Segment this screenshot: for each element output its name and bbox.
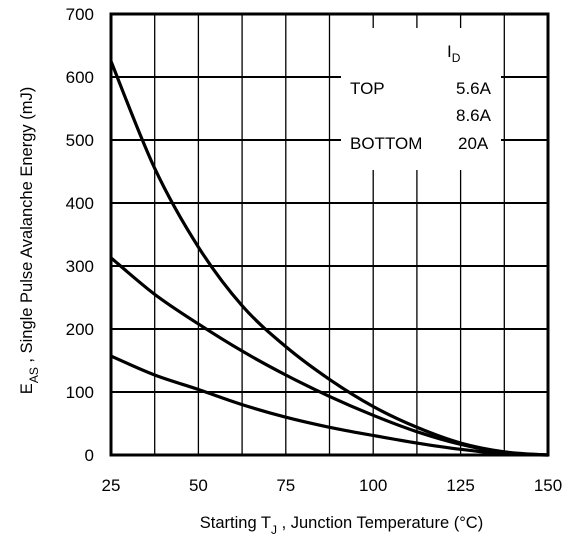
legend-position-top: TOP xyxy=(350,79,385,98)
legend-title: ID xyxy=(447,42,461,65)
y-tick-label: 500 xyxy=(66,131,94,150)
tick-labels: 0 100 200 300 400 500 600 700 25 50 75 100 125 150 xyxy=(66,5,563,495)
legend: ID TOP 5.6A 8.6A BOTTOM 20A xyxy=(350,42,492,153)
y-tick-label: 200 xyxy=(66,320,94,339)
x-tick-label: 100 xyxy=(359,476,387,495)
legend-position-bottom: BOTTOM xyxy=(350,134,422,153)
x-tick-label: 150 xyxy=(534,476,562,495)
x-tick-label: 75 xyxy=(276,476,295,495)
series-line-20a xyxy=(110,354,549,457)
legend-value-middle: 8.6A xyxy=(456,106,492,125)
plot-frame xyxy=(109,12,550,457)
x-tick-label: 50 xyxy=(189,476,208,495)
y-tick-label: 0 xyxy=(85,446,94,465)
curves xyxy=(109,60,549,457)
legend-value-bottom: 20A xyxy=(458,134,489,153)
y-tick-label: 400 xyxy=(66,194,94,213)
x-axis-label: Starting TJ , Junction Temperature (°C) xyxy=(200,514,483,537)
y-tick-label: 700 xyxy=(66,5,94,24)
x-tick-label: 25 xyxy=(102,476,121,495)
y-tick-label: 300 xyxy=(66,257,94,276)
legend-value-top: 5.6A xyxy=(456,79,492,98)
y-axis-label: EAS , Single Pulse Avalanche Energy (mJ) xyxy=(18,87,41,394)
y-tick-label: 600 xyxy=(66,68,94,87)
series-line-8-6a xyxy=(109,256,549,457)
x-tick-label: 125 xyxy=(446,476,474,495)
legend-box xyxy=(341,28,501,170)
y-tick-label: 100 xyxy=(66,383,94,402)
